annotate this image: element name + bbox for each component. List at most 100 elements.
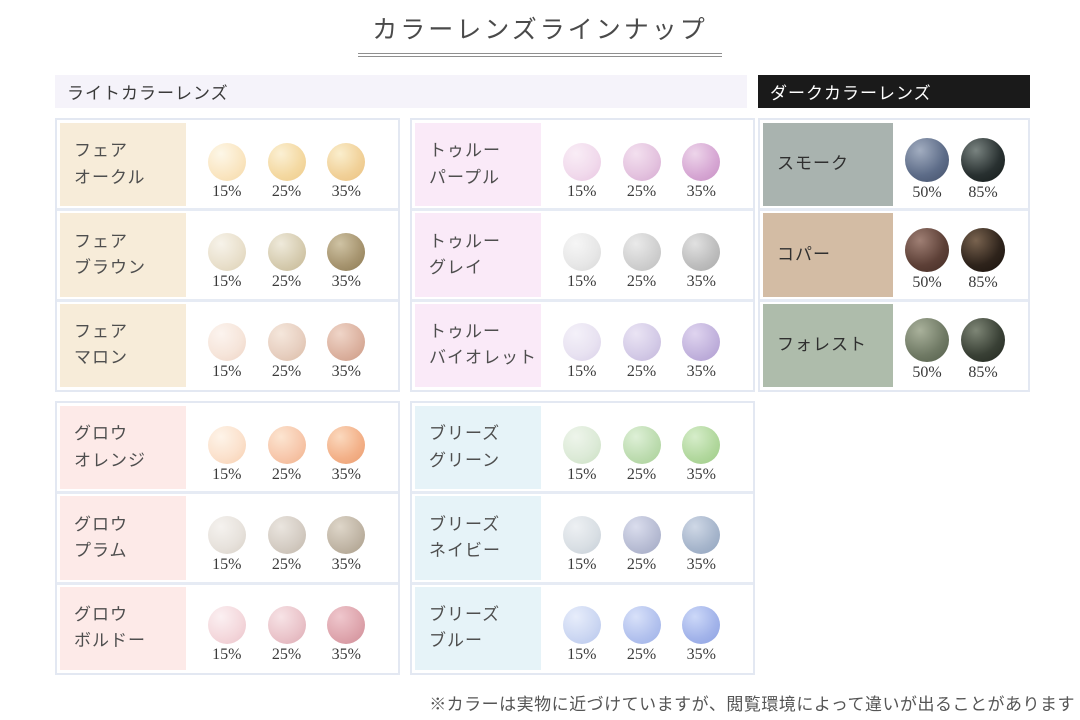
density-label: 15% <box>212 465 242 483</box>
density-label: 35% <box>331 465 361 483</box>
lens-color-swatch <box>682 232 721 271</box>
swatch-area: 15% 25% 35% <box>541 406 750 490</box>
swatch-column: 35% <box>682 232 721 291</box>
lens-name-text: パープル <box>429 167 500 187</box>
swatch-column: 15% <box>207 515 246 574</box>
swatch-column: 25% <box>267 515 306 574</box>
swatch-area: 15% 25% 35% <box>541 213 750 297</box>
lens-name-cell: ブリーズ ネイビー <box>415 496 541 580</box>
density-label: 15% <box>567 646 597 664</box>
density-label: 35% <box>686 272 716 290</box>
lens-name-text: ブリーズ <box>429 514 501 534</box>
density-label: 15% <box>567 555 597 573</box>
lens-row: ブリーズブルー 15% 25% 35% <box>415 586 750 670</box>
lens-name-text: ブリーズ <box>429 424 501 444</box>
lens-row: フォレスト 50% 85% <box>763 303 1025 387</box>
swatch-column: 35% <box>327 323 366 381</box>
lens-name-cell: フェア ブラウン <box>60 213 186 297</box>
swatch-column: 15% <box>562 142 601 201</box>
swatch-area: 15% 25% 35% <box>541 123 750 207</box>
lens-color-swatch <box>207 606 246 645</box>
lens-color-swatch <box>327 425 366 464</box>
lens-name-text: プラム <box>74 540 128 560</box>
lens-color-swatch <box>267 425 306 464</box>
lens-name-cell: グロウ ボルドー <box>60 586 186 670</box>
swatch-area: 15% 25% 35% <box>186 123 395 207</box>
density-label: 50% <box>912 183 942 201</box>
lens-color-swatch <box>327 515 366 554</box>
swatch-column: 15% <box>207 323 246 381</box>
lens-color-swatch <box>562 606 601 645</box>
lens-color-swatch <box>622 606 661 645</box>
lens-color-swatch <box>961 227 1005 272</box>
swatch-area: 15% 25% 35% <box>541 586 750 670</box>
swatch-column: 85% <box>961 137 1005 202</box>
swatch-column: 35% <box>682 425 721 484</box>
lens-name-text: グリーン <box>429 450 501 470</box>
lens-name-cell: トゥルー パープル <box>415 123 541 207</box>
density-label: 35% <box>331 182 361 200</box>
lens-row: トゥルー バイオレット 15% 25% 35% <box>415 303 750 387</box>
density-label: 15% <box>212 555 242 573</box>
lens-color-swatch <box>327 606 366 645</box>
swatch-column: 15% <box>562 232 601 291</box>
lens-color-swatch <box>682 323 721 362</box>
swatch-area: 50% 85% <box>893 213 1025 297</box>
lens-name-text: フォレスト <box>777 335 867 355</box>
lens-name-text: フェア <box>74 321 128 341</box>
lens-color-swatch <box>267 232 306 271</box>
swatch-area: 50% 85% <box>893 123 1025 207</box>
lens-color-swatch <box>562 323 601 362</box>
density-label: 25% <box>271 182 302 200</box>
lens-color-swatch <box>562 142 601 181</box>
lens-name-cell: コパー <box>763 213 893 297</box>
density-label: 15% <box>212 646 242 664</box>
swatch-column: 50% <box>905 137 949 202</box>
lens-row: フェア オークル 15% 25% 35% <box>57 123 398 212</box>
lens-name-text: ブラウン <box>74 257 146 277</box>
lens-name-text: マロン <box>74 348 128 368</box>
lens-name-text: ボルドー <box>74 631 146 651</box>
lens-name-cell: フェア マロン <box>60 303 186 387</box>
swatch-column: 85% <box>961 227 1005 292</box>
density-label: 35% <box>686 182 716 200</box>
lens-color-swatch <box>207 425 246 464</box>
density-label: 35% <box>331 646 361 664</box>
lens-color-swatch <box>622 323 661 362</box>
swatch-column: 15% <box>562 323 601 381</box>
density-label: 15% <box>567 272 597 290</box>
lens-row: フェアマロン 15% 25% 35% <box>60 303 395 387</box>
swatch-column: 85% <box>961 318 1005 382</box>
lens-color-swatch <box>267 606 306 645</box>
lens-color-swatch <box>562 425 601 464</box>
lens-color-swatch <box>562 515 601 554</box>
lens-color-swatch <box>622 232 661 271</box>
swatch-column: 50% <box>905 318 949 382</box>
lens-name-cell: ブリーズ グリーン <box>415 406 541 490</box>
swatch-area: 15% 25% 35% <box>186 586 395 670</box>
lens-group-breeze: ブリーズ グリーン 15% 25% 35% ブリーズ ネイビー 15% 25% 35% ブリーズ ブル… <box>410 401 755 675</box>
swatch-column: 15% <box>207 606 246 664</box>
lens-name-text: ブリーズ <box>429 604 501 624</box>
lens-name-text: ブルー <box>429 631 483 651</box>
density-label: 85% <box>968 183 998 201</box>
swatch-column: 35% <box>327 606 366 664</box>
swatch-column: 15% <box>562 425 601 484</box>
density-label: 50% <box>912 364 942 382</box>
dark-lens-section-header: ダークカラーレンズ <box>758 75 1030 108</box>
lens-group-fair: フェア オークル 15% 25% 35% フェア ブラウン 15% 25% 35% フェア マロン 15… <box>55 118 400 392</box>
density-label: 35% <box>686 363 716 381</box>
swatch-column: 25% <box>267 323 306 381</box>
lens-name-text: バイオレット <box>429 348 537 368</box>
lens-group-dark: スモーク 50% 85% コパー 50% 85% フォレスト 50% 85% <box>758 118 1030 392</box>
density-label: 35% <box>331 555 361 573</box>
swatch-column: 35% <box>682 142 721 201</box>
color-disclaimer-note: ※カラーは実物に近づけていますが、閲覧環境によって違いが出ることがあります <box>429 695 1075 714</box>
lens-name-cell: トゥルー バイオレット <box>415 303 541 387</box>
lens-name-text: トゥルー <box>429 231 501 251</box>
density-label: 85% <box>968 273 998 291</box>
swatch-column: 15% <box>207 142 246 201</box>
lens-row: コパー 50% 85% <box>760 213 1028 303</box>
lens-name-text: フェア <box>74 141 128 161</box>
